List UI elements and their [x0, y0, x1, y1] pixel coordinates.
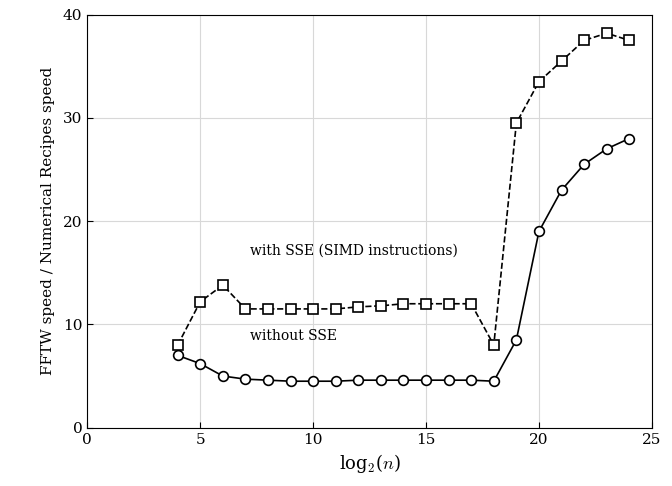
Line: without SSE: without SSE [173, 134, 634, 386]
with SSE (SIMD instructions) [512, 120, 520, 126]
Text: with SSE (SIMD instructions): with SSE (SIMD instructions) [250, 243, 458, 257]
with SSE (SIMD instructions) [264, 306, 272, 312]
without SSE [354, 377, 362, 383]
without SSE [422, 377, 430, 383]
without SSE [490, 378, 498, 384]
with SSE (SIMD instructions) [535, 79, 543, 85]
with SSE (SIMD instructions) [625, 37, 633, 43]
with SSE (SIMD instructions) [445, 301, 453, 307]
without SSE [196, 361, 204, 366]
without SSE [512, 337, 520, 343]
without SSE [173, 352, 181, 358]
with SSE (SIMD instructions) [354, 304, 362, 310]
without SSE [467, 377, 475, 383]
without SSE [241, 376, 249, 382]
with SSE (SIMD instructions) [196, 299, 204, 305]
with SSE (SIMD instructions) [467, 301, 475, 307]
without SSE [580, 161, 588, 167]
with SSE (SIMD instructions) [580, 37, 588, 43]
with SSE (SIMD instructions) [558, 58, 566, 64]
without SSE [309, 378, 317, 384]
with SSE (SIMD instructions) [219, 282, 227, 288]
without SSE [264, 377, 272, 383]
without SSE [399, 377, 407, 383]
with SSE (SIMD instructions) [241, 306, 249, 312]
with SSE (SIMD instructions) [490, 342, 498, 348]
without SSE [603, 146, 611, 152]
Line: with SSE (SIMD instructions): with SSE (SIMD instructions) [173, 28, 634, 350]
with SSE (SIMD instructions) [309, 306, 317, 312]
with SSE (SIMD instructions) [399, 301, 407, 307]
Text: without SSE: without SSE [250, 329, 337, 343]
with SSE (SIMD instructions) [377, 303, 385, 309]
without SSE [332, 378, 340, 384]
with SSE (SIMD instructions) [422, 301, 430, 307]
without SSE [219, 373, 227, 379]
with SSE (SIMD instructions) [286, 306, 294, 312]
with SSE (SIMD instructions) [332, 306, 340, 312]
Y-axis label: FFTW speed / Numerical Recipes speed: FFTW speed / Numerical Recipes speed [41, 67, 54, 375]
without SSE [558, 187, 566, 193]
without SSE [535, 228, 543, 234]
without SSE [445, 377, 453, 383]
with SSE (SIMD instructions) [603, 30, 611, 36]
without SSE [377, 377, 385, 383]
X-axis label: log$_2$($n$): log$_2$($n$) [339, 452, 401, 475]
with SSE (SIMD instructions) [173, 342, 181, 348]
without SSE [286, 378, 294, 384]
without SSE [625, 136, 633, 141]
